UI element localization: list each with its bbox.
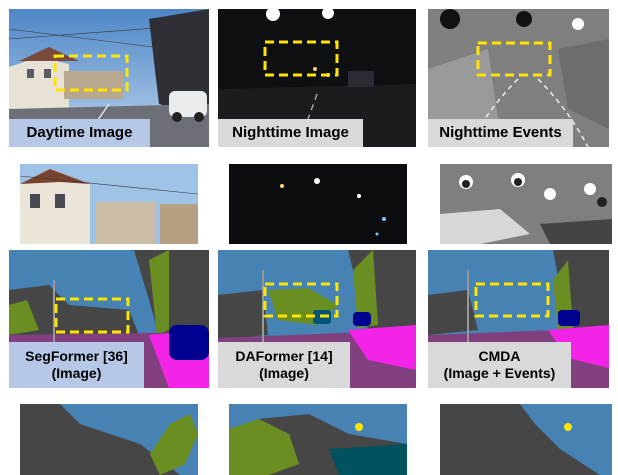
daformer-panel: DAFormer [14] (Image) [218, 250, 416, 388]
daytime-image-panel: Daytime Image [9, 9, 209, 147]
highlight-box [53, 54, 129, 92]
daformer-caption-method: DAFormer [14] [235, 348, 333, 365]
events-zoom-crop [440, 164, 612, 244]
segformer-caption-input: (Image) [51, 365, 102, 381]
daformer-caption-input: (Image) [259, 365, 309, 381]
daytime-zoom-image [20, 164, 198, 244]
nighttime-caption: Nighttime Image [218, 119, 363, 147]
segformer-panel: SegFormer [36] (Image) [9, 250, 209, 388]
nighttime-image-panel: Nighttime Image [218, 9, 416, 147]
highlight-box [54, 297, 130, 334]
highlight-box [263, 40, 339, 77]
cmda-caption-method: CMDA [478, 348, 521, 365]
daformer-caption: DAFormer [14] (Image) [218, 342, 350, 388]
nighttime-zoom-crop [229, 164, 407, 244]
cmda-caption-input: (Image + Events) [443, 365, 556, 381]
cmda-zoom-crop [440, 404, 612, 475]
segformer-caption-method: SegFormer [36] [25, 348, 128, 365]
daformer-zoom-crop [229, 404, 407, 475]
segformer-caption: SegFormer [36] (Image) [9, 342, 144, 388]
cmda-zoom-segmentation [440, 404, 612, 475]
daformer-zoom-segmentation [229, 404, 407, 475]
nighttime-zoom-image [229, 164, 407, 244]
daytime-zoom-crop [20, 164, 198, 244]
segformer-zoom-segmentation [20, 404, 198, 475]
cmda-panel: CMDA (Image + Events) [428, 250, 609, 388]
events-zoom-image [440, 164, 612, 244]
daytime-caption: Daytime Image [9, 119, 150, 147]
cmda-caption: CMDA (Image + Events) [428, 342, 571, 388]
highlight-box [474, 282, 550, 318]
highlight-box [476, 41, 552, 77]
segformer-zoom-crop [20, 404, 198, 475]
events-caption: Nighttime Events [428, 119, 573, 147]
highlight-box [263, 282, 339, 318]
nighttime-events-panel: Nighttime Events [428, 9, 609, 147]
